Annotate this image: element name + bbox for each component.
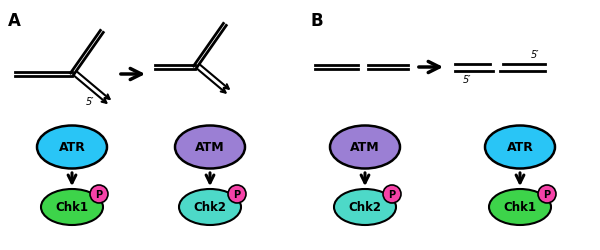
Text: B: B (310, 12, 323, 30)
Ellipse shape (175, 126, 245, 169)
Ellipse shape (37, 126, 107, 169)
Text: ATR: ATR (506, 141, 533, 154)
Circle shape (383, 185, 401, 203)
Circle shape (538, 185, 556, 203)
Text: P: P (544, 189, 551, 199)
Ellipse shape (489, 189, 551, 225)
Text: Chk2: Chk2 (349, 201, 382, 214)
Text: 5′: 5′ (531, 50, 539, 60)
Circle shape (90, 185, 108, 203)
Text: ATM: ATM (350, 141, 380, 154)
Text: P: P (233, 189, 241, 199)
Text: Chk2: Chk2 (194, 201, 227, 214)
Text: Chk1: Chk1 (503, 201, 536, 214)
Ellipse shape (334, 189, 396, 225)
Text: 5′: 5′ (86, 96, 95, 106)
Ellipse shape (330, 126, 400, 169)
Text: Chk1: Chk1 (56, 201, 89, 214)
Ellipse shape (41, 189, 103, 225)
Ellipse shape (179, 189, 241, 225)
Text: ATR: ATR (59, 141, 85, 154)
Text: P: P (388, 189, 395, 199)
Text: 5′: 5′ (463, 75, 471, 85)
Text: A: A (8, 12, 21, 30)
Text: ATM: ATM (195, 141, 225, 154)
Ellipse shape (485, 126, 555, 169)
Text: P: P (95, 189, 103, 199)
Circle shape (228, 185, 246, 203)
